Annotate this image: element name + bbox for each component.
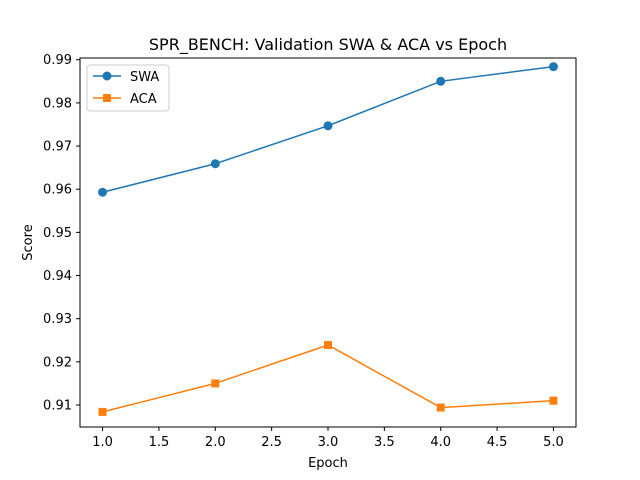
y-tick-label: 0.94 [43,269,72,284]
x-tick-label: 1.0 [92,435,113,450]
swa-point [436,76,446,86]
aca-point [436,403,445,412]
legend-aca-marker [103,94,111,102]
x-tick-label: 2.5 [261,435,282,450]
chart-title: SPR_BENCH: Validation SWA & ACA vs Epoch [149,35,507,55]
y-tick-label: 0.91 [43,398,72,413]
aca-point [98,407,107,416]
x-axis-label: Epoch [308,456,348,471]
y-tick-label: 0.98 [43,96,72,111]
legend-swa-label: SWA [130,70,159,85]
y-tick-label: 0.93 [43,312,72,327]
series-layer [98,62,558,416]
legend-swa-marker [102,71,112,81]
x-axis: 1.0 1.5 2.0 2.5 3.0 3.5 4.0 4.5 5.0 [92,427,564,450]
y-axis-label: Score [21,224,36,260]
swa-point [548,62,558,72]
x-tick-label: 2.0 [205,435,226,450]
aca-point [211,379,220,388]
x-tick-label: 4.5 [487,435,508,450]
swa-point [323,121,333,131]
swa-point [210,159,220,169]
y-tick-label: 0.92 [43,355,72,370]
y-axis: 0.91 0.92 0.93 0.94 0.95 0.96 0.97 0.98 0.99 [43,53,80,413]
aca-point [549,396,558,405]
x-tick-label: 5.0 [543,435,564,450]
x-tick-label: 3.0 [318,435,339,450]
x-tick-label: 1.5 [149,435,170,450]
legend: SWA ACA [86,64,170,112]
plot-area [80,58,576,427]
x-tick-label: 3.5 [374,435,395,450]
swa-point [98,187,108,197]
y-tick-label: 0.99 [43,53,72,68]
aca-point [324,341,332,349]
y-tick-label: 0.95 [43,226,72,241]
x-tick-label: 4.0 [430,435,451,450]
y-tick-label: 0.96 [43,183,72,198]
legend-aca-label: ACA [130,92,157,107]
y-tick-label: 0.97 [43,140,72,155]
